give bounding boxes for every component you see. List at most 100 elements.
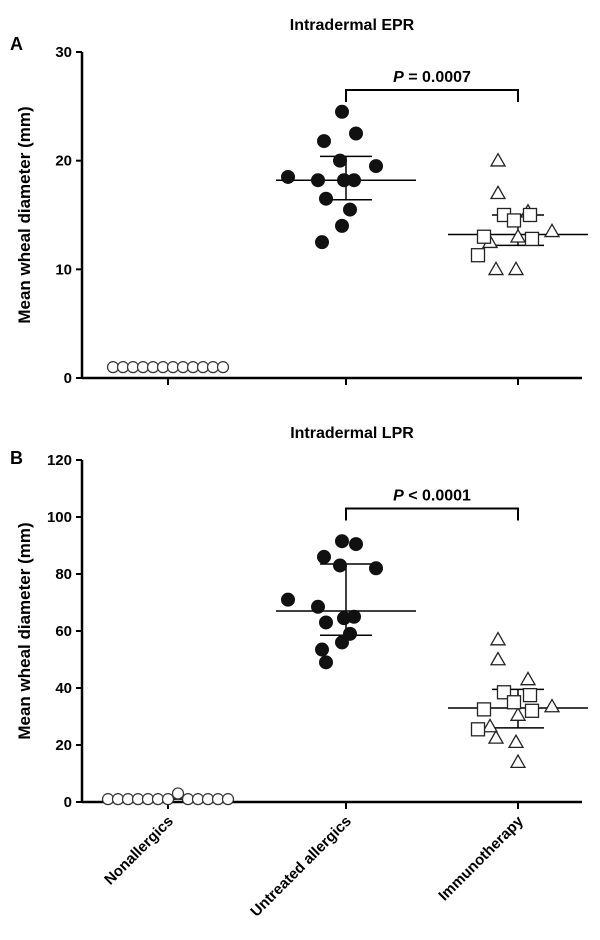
data-point-open-square (522, 687, 538, 703)
data-point-open-circle (221, 793, 235, 806)
data-point-filled-circle (317, 549, 331, 564)
data-point-open-square (470, 722, 486, 737)
data-point-open-triangle (507, 733, 525, 749)
data-point-open-circle (216, 361, 230, 374)
p-value-text: < 0.0001 (404, 487, 471, 504)
panel-letter: B (10, 448, 23, 468)
chart-title: Intradermal EPR (290, 17, 415, 34)
data-point-open-triangle (519, 671, 537, 686)
data-point-open-circle (211, 793, 225, 806)
data-point-open-circle (201, 793, 215, 806)
y-tick-label: 0 (64, 794, 72, 811)
data-point-open-circle (206, 361, 220, 374)
data-point-open-triangle (509, 228, 527, 243)
data-point-open-circle (166, 361, 180, 374)
y-axis-label: Mean wheal diameter (mm) (15, 522, 34, 739)
data-point-open-circle (176, 361, 190, 374)
y-tick-label: 100 (47, 509, 72, 526)
data-point-open-circle (141, 793, 155, 806)
data-point-filled-circle (317, 134, 331, 149)
data-point-filled-circle (333, 153, 347, 168)
data-point-filled-circle (337, 173, 351, 188)
y-tick-label: 80 (55, 566, 72, 583)
data-point-open-triangle (489, 184, 507, 200)
data-point-open-square (506, 213, 522, 228)
data-point-open-circle (121, 793, 135, 806)
panel-b: Intradermal LPR B Mean wheal diameter (mm)… (10, 425, 588, 811)
data-point-open-circle (181, 793, 195, 806)
data-point-open-square (476, 229, 492, 244)
data-point-filled-circle (343, 202, 357, 217)
data-point-open-circle (106, 361, 120, 374)
panel-letter: A (10, 34, 23, 54)
y-tick-label: 60 (55, 623, 72, 640)
data-point-open-circle (126, 361, 140, 374)
y-tick-label: 10 (55, 261, 72, 278)
data-point-filled-circle (311, 173, 325, 188)
p-symbol: P (393, 69, 404, 86)
data-point-open-circle (146, 361, 160, 374)
y-tick-label: 0 (64, 370, 72, 387)
data-point-open-triangle (489, 152, 507, 167)
data-point-open-circle (151, 793, 165, 806)
data-point-filled-circle (281, 592, 295, 607)
data-point-open-square (470, 248, 486, 263)
data-point-open-circle (101, 793, 115, 806)
category-label: Untreated allergics (247, 813, 355, 921)
significance-bracket (345, 507, 519, 521)
data-point-open-triangle (489, 651, 507, 666)
data-point-open-circle (116, 361, 130, 374)
data-point-filled-circle (369, 159, 383, 174)
category-label: Immunotherapy (435, 812, 527, 904)
data-point-filled-circle (369, 561, 383, 576)
p-value-label: P < 0.0001 (393, 487, 471, 504)
data-point-open-triangle (481, 718, 499, 733)
data-point-filled-circle (319, 615, 333, 630)
data-point-open-circle (196, 361, 210, 374)
p-value-text: = 0.0007 (404, 69, 471, 86)
panel-a: Intradermal EPR A Mean wheal diameter (mm)… (10, 17, 588, 387)
data-point-open-square (524, 231, 540, 247)
data-point-filled-circle (337, 611, 351, 626)
data-point-open-circle (191, 793, 205, 806)
data-point-open-triangle (489, 631, 507, 646)
p-symbol: P (393, 487, 404, 504)
data-point-open-circle (171, 787, 185, 800)
data-point-filled-circle (315, 642, 329, 657)
data-point-filled-circle (311, 599, 325, 614)
y-axis-label: Mean wheal diameter (mm) (15, 106, 34, 323)
y-tick-label: 40 (55, 680, 72, 697)
data-point-open-triangle (509, 706, 527, 721)
y-tick-label: 120 (47, 452, 72, 469)
data-point-open-triangle (487, 729, 505, 744)
data-point-open-triangle (507, 261, 525, 276)
data-point-open-circle (131, 793, 145, 806)
data-point-open-square (524, 703, 540, 718)
data-point-open-square (476, 702, 492, 717)
data-point-open-square (506, 695, 522, 710)
data-point-filled-circle (281, 169, 295, 184)
data-point-open-circle (136, 361, 150, 374)
data-point-open-triangle (509, 753, 527, 768)
y-tick-label: 20 (55, 153, 72, 170)
data-point-filled-circle (349, 537, 363, 552)
data-point-filled-circle (333, 558, 347, 573)
data-point-open-circle (156, 361, 170, 374)
data-point-open-triangle (543, 698, 561, 713)
data-point-filled-circle (319, 191, 333, 206)
data-point-filled-circle (349, 126, 363, 141)
data-point-filled-circle (335, 104, 349, 119)
category-label: Nonallergics (101, 813, 177, 889)
data-point-open-triangle (543, 222, 561, 238)
data-point-open-circle (161, 793, 175, 806)
category-labels: Nonallergics Untreated allergics Immunothe… (101, 812, 527, 920)
data-point-filled-circle (315, 235, 329, 250)
data-point-filled-circle (335, 218, 349, 233)
data-point-open-triangle (487, 261, 505, 276)
significance-bracket (345, 89, 519, 103)
data-point-open-circle (111, 793, 125, 806)
data-point-filled-circle (319, 655, 333, 670)
data-point-filled-circle (343, 626, 357, 641)
p-value-label: P = 0.0007 (393, 69, 471, 86)
data-point-filled-circle (335, 635, 349, 650)
